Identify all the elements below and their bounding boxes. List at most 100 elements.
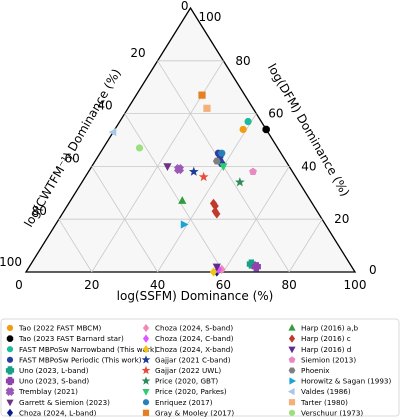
data-point bbox=[244, 117, 252, 126]
data-point bbox=[135, 144, 144, 152]
legend-label: Siemion (2013) bbox=[301, 355, 356, 364]
tick-label-ssfm: 60 bbox=[216, 278, 231, 292]
legend-marker bbox=[288, 346, 296, 354]
legend-marker bbox=[141, 365, 151, 375]
data-points bbox=[108, 91, 270, 277]
legend-marker bbox=[288, 323, 296, 331]
legend-label: Uno (2023, S-band) bbox=[19, 377, 89, 386]
data-point bbox=[209, 267, 218, 277]
tick-label-dfm: 20 bbox=[334, 212, 349, 226]
legend-box bbox=[0, 318, 400, 417]
legend-marker bbox=[5, 366, 15, 375]
legend-label: Harp (2016) a,b bbox=[301, 324, 358, 333]
grid-line bbox=[58, 218, 93, 273]
data-point bbox=[234, 177, 245, 187]
legend-label: Garrett & Siemion (2023) bbox=[19, 398, 110, 407]
legend-label: Price (2020, Parkes) bbox=[155, 387, 227, 396]
legend-label: Uno (2023, L-band) bbox=[19, 366, 89, 375]
triangle-frame bbox=[24, 6, 357, 273]
legend-label: Choza (2024, S-band) bbox=[155, 324, 233, 333]
legend-label: Tarter (1980) bbox=[300, 398, 348, 407]
legend-marker bbox=[142, 409, 150, 416]
legend-marker bbox=[288, 334, 296, 343]
legend-marker bbox=[5, 387, 15, 397]
legend-label: Horowitz & Sagan (1993) bbox=[301, 377, 392, 386]
legend-label: Verschuur (1973) bbox=[301, 408, 363, 417]
data-point bbox=[219, 163, 228, 171]
data-point bbox=[218, 149, 226, 157]
legend-marker bbox=[288, 367, 296, 374]
legend-marker bbox=[5, 376, 15, 386]
legend-marker bbox=[289, 377, 297, 385]
legend-label: Phoenix bbox=[301, 366, 330, 375]
tick-label-ssfm: 100 bbox=[344, 278, 367, 292]
legend-label: Valdes (1986) bbox=[301, 387, 351, 396]
data-point bbox=[203, 104, 211, 112]
tick-label-cwtfm: 0 bbox=[181, 0, 189, 13]
grid-line bbox=[157, 113, 257, 273]
legend-marker bbox=[6, 346, 14, 353]
grid-line bbox=[288, 218, 323, 273]
legend-marker bbox=[6, 324, 14, 332]
grid-line bbox=[91, 166, 158, 273]
data-point bbox=[212, 263, 221, 272]
legend-label: Choza (2024, L-band) bbox=[19, 408, 97, 417]
legend-marker bbox=[141, 355, 151, 364]
data-point bbox=[209, 198, 218, 208]
legend-label: Gajjar (2022 UWL) bbox=[155, 366, 221, 375]
legend-marker bbox=[288, 409, 296, 416]
data-point bbox=[163, 163, 172, 171]
legend-label: Gray & Mooley (2017) bbox=[155, 408, 234, 417]
data-point bbox=[212, 157, 221, 165]
legend-marker bbox=[142, 323, 150, 333]
legend-label: Choza (2024, X-band) bbox=[155, 345, 233, 354]
data-point bbox=[213, 209, 221, 219]
legend-marker bbox=[142, 345, 150, 354]
legend-label: Price (2020, GBT) bbox=[155, 377, 218, 386]
legend: Tao (2022 FAST MBCM)Tao (2023 FAST Barna… bbox=[0, 318, 400, 417]
tick-label-dfm: 80 bbox=[235, 54, 250, 68]
tick-label-dfm: 60 bbox=[268, 107, 283, 121]
legend-label: Tremblay (2021) bbox=[18, 387, 78, 396]
tick-label-dfm: 100 bbox=[199, 10, 222, 24]
axis-label-ssfm: log(SSFM) Dominance (%) bbox=[117, 289, 274, 303]
data-point bbox=[251, 262, 261, 272]
legend-label: Harp (2016) c bbox=[301, 334, 351, 343]
tick-label-dfm: 40 bbox=[301, 159, 316, 173]
data-point bbox=[198, 91, 206, 99]
legend-label: Choza (2024, C-band) bbox=[155, 334, 234, 343]
data-point bbox=[239, 125, 247, 134]
legend-label: Tao (2022 FAST MBCM) bbox=[18, 324, 102, 333]
legend-label: Enriquez (2017) bbox=[155, 398, 213, 407]
legend-marker bbox=[141, 376, 151, 385]
tick-label-cwtfm: 40 bbox=[97, 99, 112, 113]
grid-line bbox=[124, 113, 224, 273]
legend-marker bbox=[6, 408, 14, 417]
data-point bbox=[262, 125, 270, 134]
triangle-outline bbox=[24, 6, 357, 273]
tick-label-ssfm: 20 bbox=[84, 278, 99, 292]
legend-marker bbox=[287, 388, 295, 396]
data-point bbox=[178, 196, 187, 204]
grid-line bbox=[223, 166, 290, 273]
tick-label-cwtfm: 20 bbox=[130, 46, 145, 60]
tick-label-cwtfm: 60 bbox=[65, 151, 80, 165]
legend-label: FAST MBPoSw Periodic (This work) bbox=[19, 355, 142, 364]
tick-label-ssfm: 0 bbox=[15, 278, 23, 292]
data-point bbox=[198, 171, 209, 182]
legend-marker bbox=[142, 399, 150, 406]
data-point bbox=[180, 220, 189, 229]
legend-marker bbox=[6, 399, 14, 407]
legend-marker bbox=[142, 334, 150, 343]
legend-label: Harp (2016) d bbox=[301, 345, 351, 354]
data-point bbox=[249, 167, 257, 175]
legend-marker bbox=[6, 356, 14, 363]
legend-label: Tao (2023 FAST Barnard star) bbox=[18, 334, 124, 343]
legend-label: Gajjar (2021 C-band) bbox=[155, 355, 231, 364]
data-point bbox=[188, 166, 199, 176]
data-point bbox=[108, 127, 117, 137]
tick-label-cwtfm: 80 bbox=[32, 204, 47, 218]
legend-marker bbox=[142, 389, 150, 396]
